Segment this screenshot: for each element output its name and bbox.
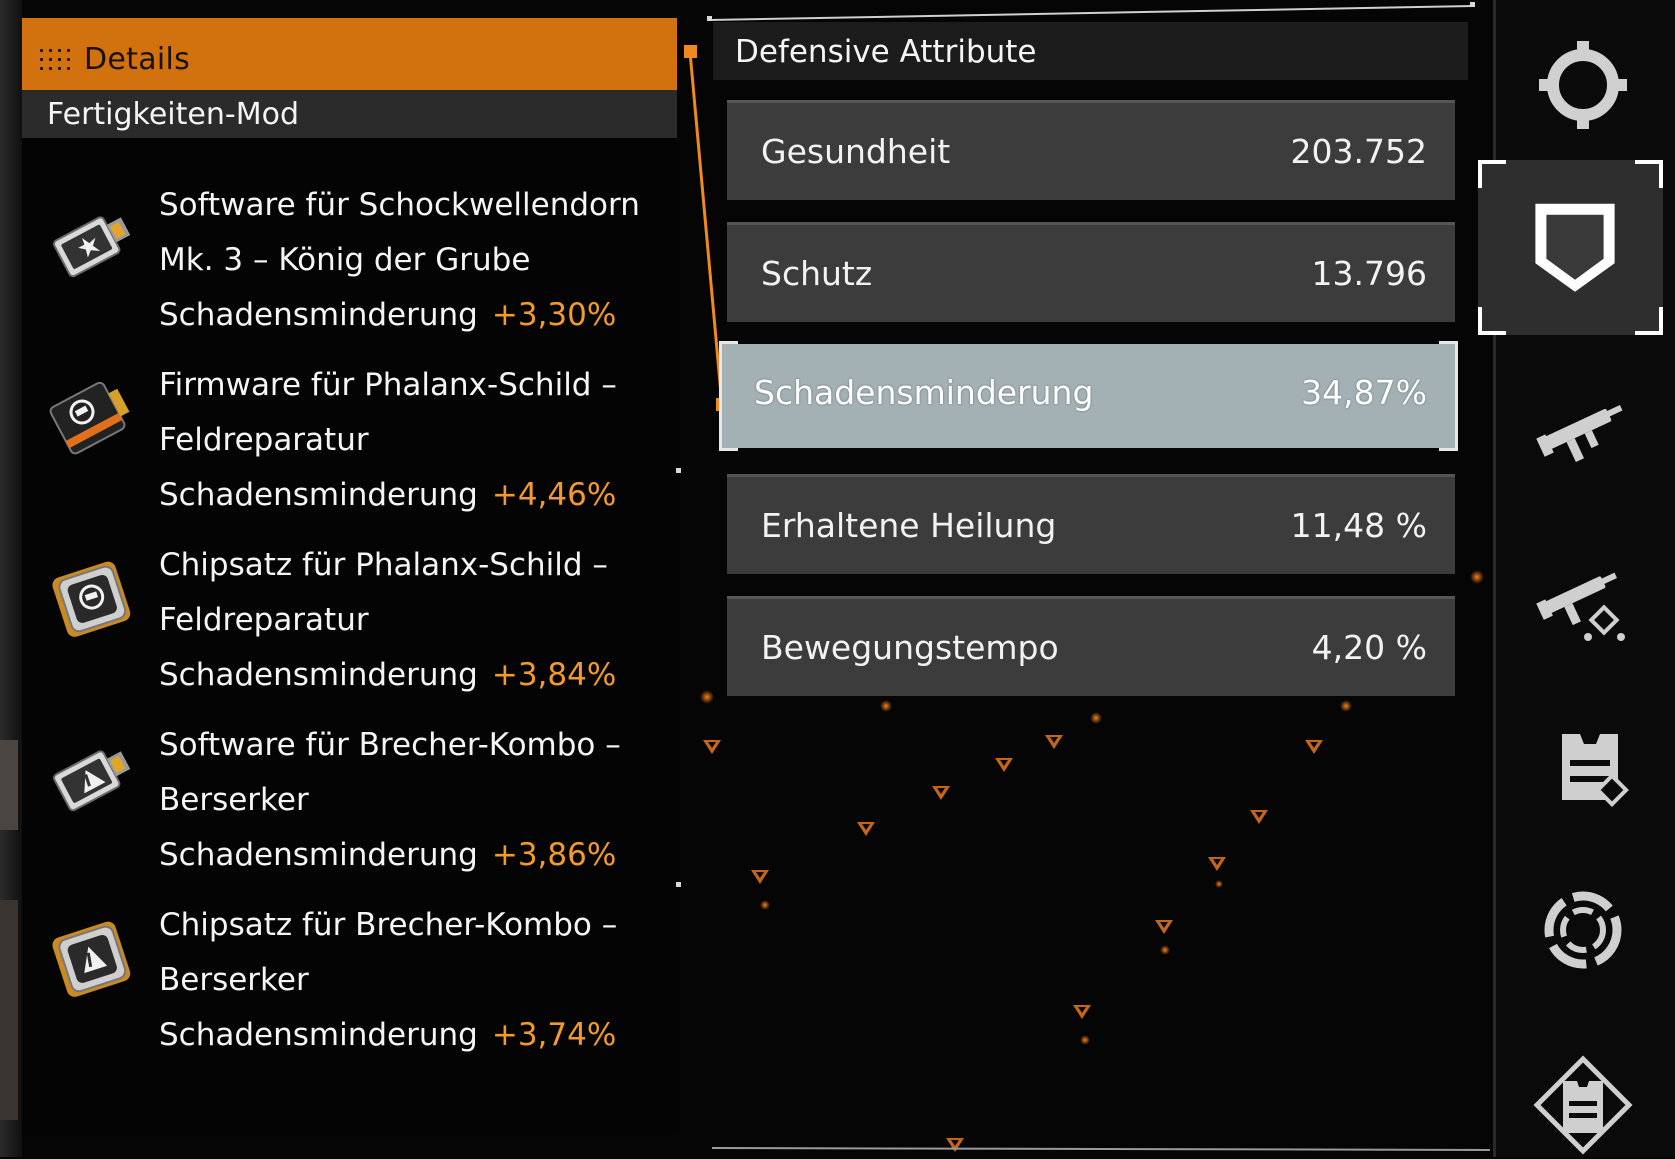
left-edge-scenery [0,0,22,1157]
mod-stat-label: Schadensminderung [159,297,478,333]
selection-bracket [1439,341,1458,451]
attribute-value: 4,20 % [1311,628,1427,667]
armor-mods-icon[interactable] [1540,720,1640,820]
attribute-row-healing-received[interactable]: Erhaltene Heilung 11,48 % [727,474,1455,574]
attribute-label: Erhaltene Heilung [761,506,1057,545]
details-title: Details [84,42,191,77]
attribute-value: 13.796 [1311,254,1427,293]
attribute-label: Bewegungstempo [761,628,1059,667]
mod-stat-value: +3,86% [491,837,617,873]
shield-icon[interactable] [1520,195,1630,305]
mod-name: Software für Schockwellendorn [159,187,640,223]
waypoint-marker [751,870,769,884]
waypoint-marker [995,758,1013,772]
panel-tick [707,16,712,21]
drag-handle-icon[interactable] [40,49,70,73]
waypoint-marker [857,822,875,836]
mod-stat-value: +3,30% [491,297,617,333]
mod-name: Software für Brecher-Kombo – [159,727,621,763]
attribute-row-movement-speed[interactable]: Bewegungstempo 4,20 % [727,596,1455,696]
mod-name: Chipsatz für Phalanx-Schild – [159,547,608,583]
attribute-label: Gesundheit [761,132,951,171]
attributes-header: Defensive Attribute [713,22,1468,80]
waypoint-marker [1045,735,1063,749]
waypoint-marker [703,740,721,754]
gear-loadout-icon[interactable] [1533,1055,1633,1155]
mod-stat-value: +4,46% [491,477,617,513]
mod-name: Firmware für Phalanx-Schild – [159,367,617,403]
mod-name: Feldreparatur [159,422,369,458]
skills-icon[interactable] [1533,880,1633,980]
chipset-icon [44,910,140,1006]
overview-ring-icon[interactable] [1533,35,1633,135]
mod-name: Mk. 3 – König der Grube [159,242,531,278]
firmware-card-icon [44,370,140,466]
waypoint-marker [1208,857,1226,871]
software-usb-icon [44,196,140,292]
attributes-title: Defensive Attribute [735,34,1037,70]
mod-stat-value: +3,74% [491,1017,617,1053]
mod-name: Berserker [159,962,309,998]
attribute-value: 203.752 [1290,132,1427,171]
mod-stat-value: +3,84% [491,657,617,693]
mod-stat-label: Schadensminderung [159,477,478,513]
chipset-icon [44,550,140,646]
attribute-label: Schadensminderung [754,373,1094,412]
attribute-row-armor[interactable]: Schutz 13.796 [727,222,1455,322]
panel-tick [1470,2,1475,7]
details-header[interactable]: Details [22,18,677,90]
mod-name: Feldreparatur [159,602,369,638]
mod-stat-label: Schadensminderung [159,657,478,693]
waypoint-marker [1250,810,1268,824]
software-usb-icon [44,730,140,826]
waypoint-marker [1305,740,1323,754]
mod-stat-label: Schadensminderung [159,837,478,873]
panel-tick [676,468,681,473]
waypoint-marker [932,786,950,800]
mod-name: Berserker [159,782,309,818]
waypoint-marker [1073,1005,1091,1019]
selection-bracket [719,341,738,451]
connector-node [684,45,697,58]
attribute-row-damage-reduction[interactable]: Schadensminderung 34,87% [719,341,1458,451]
category-label: Fertigkeiten-Mod [47,97,299,132]
mod-stat-label: Schadensminderung [159,1017,478,1053]
attribute-value: 34,87% [1301,373,1427,412]
details-subheader: Fertigkeiten-Mod [22,90,677,138]
attribute-row-health[interactable]: Gesundheit 203.752 [727,100,1455,200]
details-panel: Details Fertigkeiten-Mod Software für Sc… [22,18,677,1133]
smg-icon[interactable] [1533,380,1633,480]
mod-name: Chipsatz für Brecher-Kombo – [159,907,618,943]
attribute-label: Schutz [761,254,873,293]
panel-tick [676,882,681,887]
waypoint-marker [946,1138,964,1152]
waypoint-marker [1155,920,1173,934]
weapon-mods-icon[interactable] [1533,555,1633,655]
attribute-value: 11,48 % [1290,506,1427,545]
